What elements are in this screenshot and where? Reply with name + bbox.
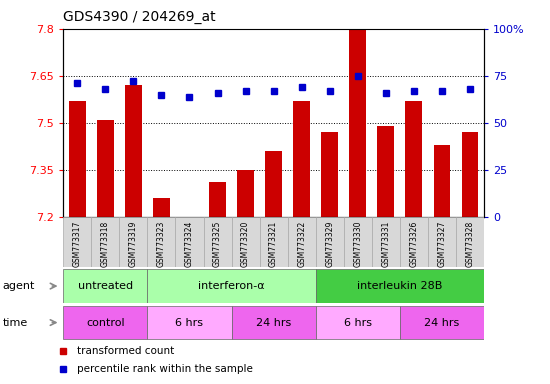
Bar bbox=[204, 217, 232, 267]
Bar bbox=[232, 306, 316, 339]
Bar bbox=[260, 217, 288, 267]
Text: 6 hrs: 6 hrs bbox=[175, 318, 204, 328]
Bar bbox=[316, 306, 400, 339]
Bar bbox=[147, 270, 316, 303]
Bar bbox=[237, 170, 254, 217]
Bar bbox=[405, 101, 422, 217]
Text: GSM773326: GSM773326 bbox=[409, 221, 419, 267]
Bar bbox=[63, 270, 147, 303]
Bar bbox=[344, 217, 372, 267]
Bar bbox=[69, 101, 86, 217]
Bar bbox=[209, 182, 226, 217]
Text: percentile rank within the sample: percentile rank within the sample bbox=[77, 364, 253, 374]
Bar bbox=[456, 217, 484, 267]
Text: GSM773328: GSM773328 bbox=[465, 221, 475, 267]
Text: GSM773324: GSM773324 bbox=[185, 221, 194, 267]
Text: 6 hrs: 6 hrs bbox=[344, 318, 372, 328]
Bar bbox=[377, 126, 394, 217]
Text: GSM773331: GSM773331 bbox=[381, 221, 390, 267]
Bar bbox=[321, 132, 338, 217]
Bar bbox=[316, 270, 484, 303]
Bar bbox=[316, 217, 344, 267]
Bar bbox=[288, 217, 316, 267]
Bar bbox=[265, 151, 282, 217]
Text: 24 hrs: 24 hrs bbox=[424, 318, 460, 328]
Text: control: control bbox=[86, 318, 125, 328]
Text: transformed count: transformed count bbox=[77, 346, 174, 356]
Text: agent: agent bbox=[3, 281, 35, 291]
Bar bbox=[175, 217, 204, 267]
Text: GSM773319: GSM773319 bbox=[129, 221, 138, 267]
Text: GSM773329: GSM773329 bbox=[325, 221, 334, 267]
Text: GSM773317: GSM773317 bbox=[73, 221, 82, 267]
Text: interleukin 28B: interleukin 28B bbox=[357, 281, 443, 291]
Bar bbox=[461, 132, 478, 217]
Bar bbox=[153, 198, 170, 217]
Bar bbox=[372, 217, 400, 267]
Bar bbox=[400, 217, 428, 267]
Text: GSM773330: GSM773330 bbox=[353, 221, 362, 267]
Bar bbox=[428, 217, 456, 267]
Text: GSM773318: GSM773318 bbox=[101, 221, 110, 267]
Bar bbox=[63, 217, 91, 267]
Text: GSM773323: GSM773323 bbox=[157, 221, 166, 267]
Bar bbox=[400, 306, 484, 339]
Bar bbox=[125, 85, 142, 217]
Bar bbox=[433, 145, 450, 217]
Bar bbox=[119, 217, 147, 267]
Bar bbox=[97, 120, 114, 217]
Text: GSM773325: GSM773325 bbox=[213, 221, 222, 267]
Bar bbox=[63, 306, 147, 339]
Text: GSM773327: GSM773327 bbox=[437, 221, 447, 267]
Text: GDS4390 / 204269_at: GDS4390 / 204269_at bbox=[63, 10, 216, 24]
Text: GSM773322: GSM773322 bbox=[297, 221, 306, 267]
Bar bbox=[349, 29, 366, 217]
Text: GSM773321: GSM773321 bbox=[269, 221, 278, 267]
Bar bbox=[293, 101, 310, 217]
Text: time: time bbox=[3, 318, 28, 328]
Text: untreated: untreated bbox=[78, 281, 133, 291]
Bar bbox=[147, 217, 175, 267]
Bar bbox=[147, 306, 232, 339]
Text: interferon-α: interferon-α bbox=[198, 281, 265, 291]
Text: 24 hrs: 24 hrs bbox=[256, 318, 292, 328]
Text: GSM773320: GSM773320 bbox=[241, 221, 250, 267]
Bar bbox=[232, 217, 260, 267]
Bar bbox=[91, 217, 119, 267]
